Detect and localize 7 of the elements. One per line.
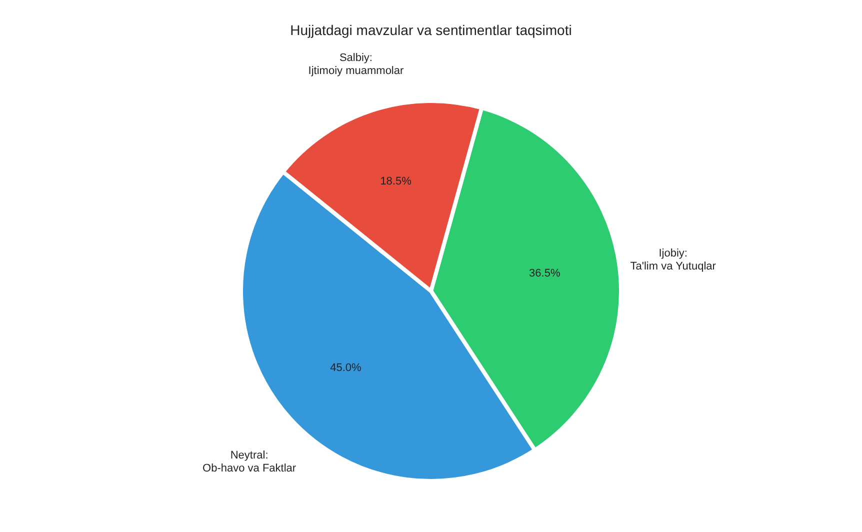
data-label: 36.5% — [529, 267, 560, 280]
chart-title: Hujjatdagi mavzular va sentimentlar taqsimoti — [290, 22, 572, 38]
slice-label: Neytral: Ob-havo va Faktlar — [202, 449, 296, 474]
slice-label: Salbiy: Ijtimoiy muammolar — [308, 52, 404, 77]
data-label: 18.5% — [380, 176, 412, 188]
data-label: 45.0% — [330, 362, 362, 374]
slice-label: Ijobiy: Ta'lim va Yutuqlar — [630, 247, 716, 272]
